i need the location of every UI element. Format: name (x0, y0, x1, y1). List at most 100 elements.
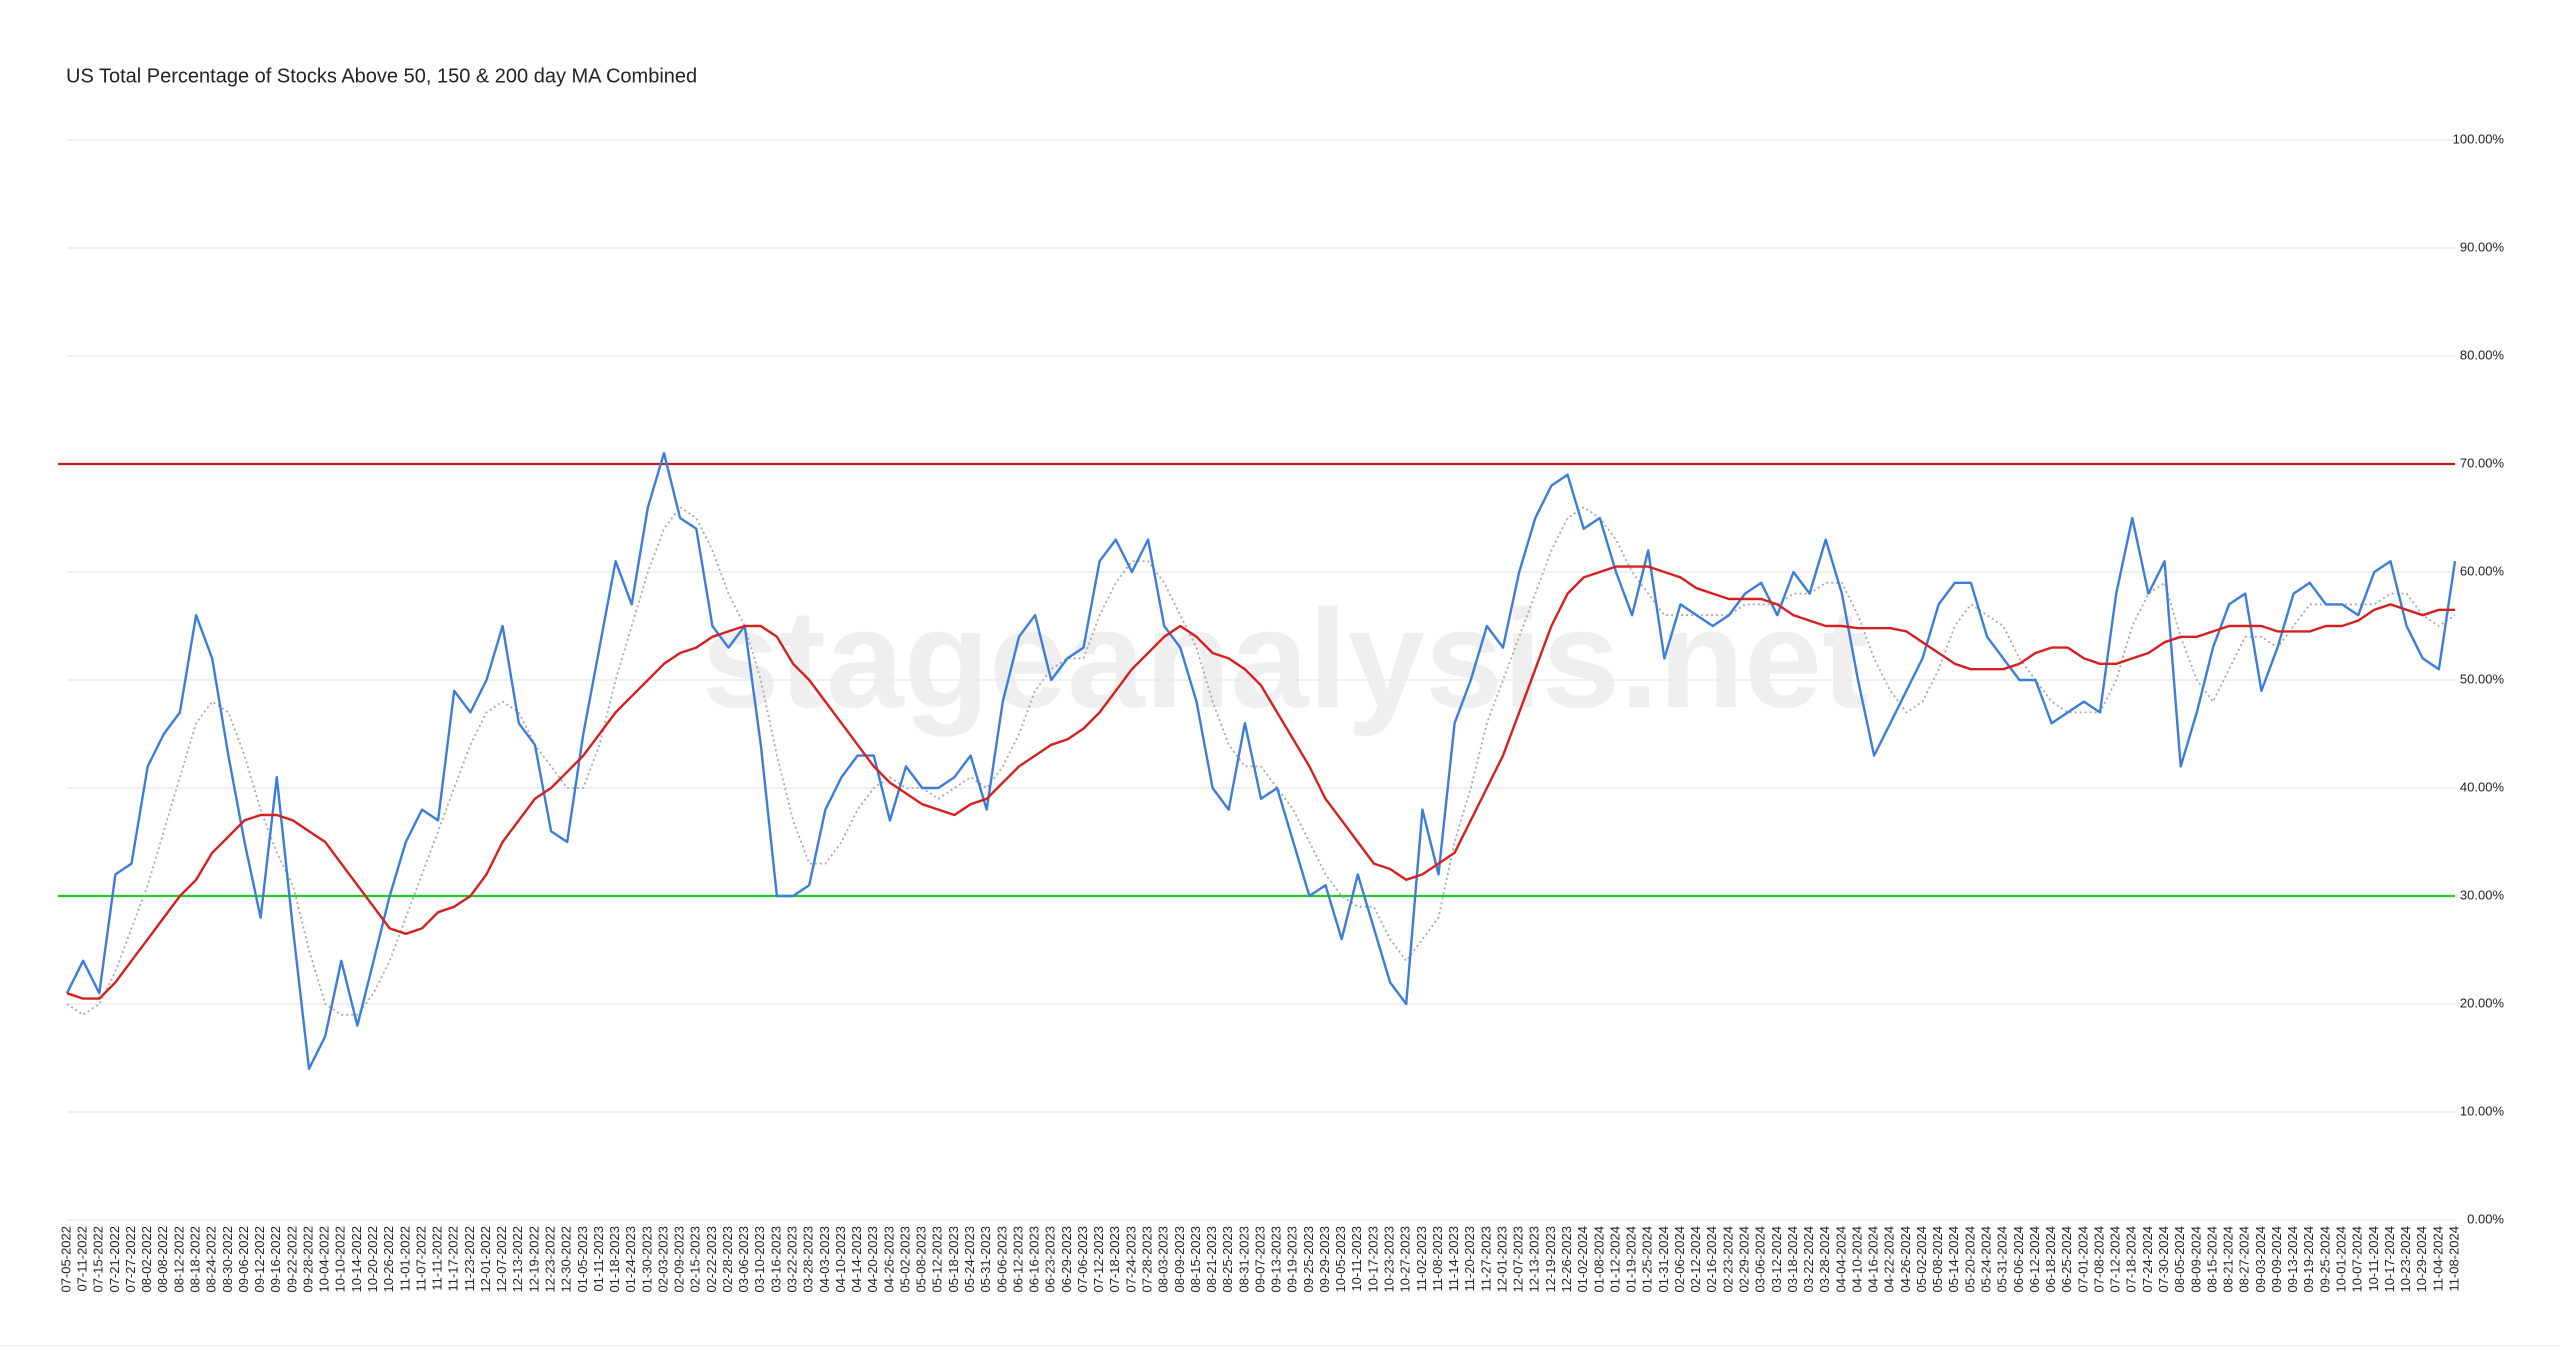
x-tick-label: 09-25-2024 (2317, 1226, 2332, 1293)
x-tick-label: 10-27-2023 (1398, 1226, 1413, 1293)
x-tick-label: 11-23-2022 (462, 1226, 477, 1292)
x-tick-label: 12-13-2022 (510, 1226, 525, 1293)
y-tick-label: 20.00% (2460, 995, 2505, 1010)
x-tick-label: 10-10-2022 (333, 1226, 348, 1293)
x-tick-label: 10-04-2022 (317, 1226, 332, 1293)
chart-title: US Total Percentage of Stocks Above 50, … (66, 65, 697, 87)
x-tick-label: 05-31-2024 (1995, 1226, 2010, 1293)
x-tick-label: 05-08-2024 (1930, 1226, 1945, 1293)
x-tick-label: 05-02-2024 (1914, 1226, 1929, 1293)
x-tick-label: 02-12-2024 (1688, 1226, 1703, 1293)
x-tick-label: 09-22-2022 (284, 1226, 299, 1293)
x-tick-label: 03-18-2024 (1785, 1226, 1800, 1293)
x-tick-label: 01-08-2024 (1591, 1226, 1606, 1293)
y-tick-label: 0.00% (2467, 1211, 2504, 1226)
x-tick-label: 01-25-2024 (1640, 1226, 1655, 1293)
x-tick-label: 07-24-2024 (2140, 1226, 2155, 1293)
y-tick-label: 40.00% (2460, 779, 2505, 794)
x-tick-label: 07-12-2024 (2108, 1226, 2123, 1293)
x-tick-label: 05-18-2023 (946, 1226, 961, 1293)
x-tick-label: 10-17-2024 (2382, 1226, 2397, 1293)
x-tick-label: 12-01-2023 (1494, 1226, 1509, 1293)
x-tick-label: 06-29-2023 (1059, 1226, 1074, 1293)
x-tick-label: 07-18-2023 (1107, 1226, 1122, 1293)
x-tick-label: 04-03-2023 (817, 1226, 832, 1293)
x-tick-label: 05-02-2023 (897, 1226, 912, 1293)
x-tick-label: 12-01-2022 (478, 1226, 493, 1293)
y-tick-label: 100.00% (2453, 131, 2505, 146)
x-tick-label: 09-25-2023 (1301, 1226, 1316, 1293)
x-tick-label: 07-27-2022 (123, 1226, 138, 1293)
x-tick-label: 03-22-2024 (1801, 1226, 1816, 1293)
x-tick-label: 11-08-2023 (1430, 1226, 1445, 1292)
x-tick-label: 12-13-2023 (1527, 1226, 1542, 1293)
x-tick-label: 05-12-2023 (930, 1226, 945, 1293)
x-tick-label: 08-09-2023 (1172, 1226, 1187, 1293)
x-tick-label: 08-27-2024 (2237, 1226, 2252, 1293)
x-tick-label: 08-30-2022 (220, 1226, 235, 1293)
x-tick-label: 07-30-2024 (2156, 1226, 2171, 1293)
x-tick-label: 02-28-2023 (720, 1226, 735, 1293)
x-tick-label: 05-31-2023 (978, 1226, 993, 1293)
y-tick-label: 50.00% (2460, 671, 2505, 686)
x-tick-label: 06-25-2024 (2059, 1226, 2074, 1293)
x-tick-label: 10-01-2024 (2333, 1226, 2348, 1293)
x-tick-label: 01-30-2023 (639, 1226, 654, 1293)
x-tick-label: 07-18-2024 (2124, 1226, 2139, 1293)
y-tick-label: 30.00% (2460, 887, 2505, 902)
x-tick-label: 11-04-2024 (2430, 1226, 2445, 1292)
x-tick-label: 11-17-2022 (446, 1226, 461, 1292)
x-tick-label: 08-02-2022 (139, 1226, 154, 1293)
x-tick-label: 03-28-2024 (1817, 1226, 1832, 1293)
series-line (66, 565, 2455, 1000)
x-tick-label: 08-12-2022 (171, 1226, 186, 1293)
x-tick-label: 08-24-2022 (204, 1226, 219, 1293)
x-tick-label: 05-24-2023 (962, 1226, 977, 1293)
x-tick-label: 03-06-2024 (1753, 1226, 1768, 1293)
x-tick-label: 02-06-2024 (1672, 1226, 1687, 1293)
x-tick-label: 03-10-2023 (752, 1226, 767, 1293)
x-tick-label: 10-14-2022 (349, 1226, 364, 1293)
x-tick-label: 08-18-2022 (188, 1226, 203, 1293)
x-tick-label: 01-24-2023 (623, 1226, 638, 1293)
x-tick-label: 11-02-2023 (1414, 1226, 1429, 1292)
x-tick-label: 08-05-2024 (2172, 1226, 2187, 1293)
x-tick-label: 03-28-2023 (801, 1226, 816, 1293)
x-tick-label: 09-09-2024 (2269, 1226, 2284, 1293)
x-tick-label: 10-23-2023 (1382, 1226, 1397, 1293)
x-tick-label: 09-13-2023 (1269, 1226, 1284, 1293)
x-tick-label: 07-05-2022 (58, 1226, 73, 1293)
x-tick-label: 06-06-2023 (994, 1226, 1009, 1293)
x-tick-label: 03-16-2023 (768, 1226, 783, 1293)
x-tick-label: 07-08-2024 (2091, 1226, 2106, 1293)
x-tick-label: 04-04-2024 (1833, 1226, 1848, 1293)
x-tick-label: 09-07-2023 (1252, 1226, 1267, 1293)
y-tick-label: 80.00% (2460, 347, 2505, 362)
x-tick-label: 12-07-2023 (1511, 1226, 1526, 1293)
x-tick-label: 04-14-2023 (849, 1226, 864, 1293)
x-tick-label: 08-31-2023 (1236, 1226, 1251, 1293)
x-tick-label: 05-24-2024 (1979, 1226, 1994, 1293)
x-tick-label: 07-21-2022 (107, 1226, 122, 1293)
x-tick-label: 02-29-2024 (1736, 1226, 1751, 1293)
x-tick-label: 04-26-2023 (881, 1226, 896, 1293)
x-tick-label: 03-22-2023 (785, 1226, 800, 1293)
x-tick-label: 05-14-2024 (1946, 1226, 1961, 1293)
y-tick-label: 60.00% (2460, 563, 2505, 578)
x-tick-label: 02-23-2024 (1720, 1226, 1735, 1293)
x-tick-label: 10-17-2023 (1365, 1226, 1380, 1293)
x-tick-label: 09-29-2023 (1317, 1226, 1332, 1293)
x-tick-label: 02-22-2023 (704, 1226, 719, 1293)
x-tick-label: 12-19-2022 (526, 1226, 541, 1293)
x-tick-label: 10-20-2022 (365, 1226, 380, 1293)
x-tick-label: 08-25-2023 (1220, 1226, 1235, 1293)
x-tick-label: 12-23-2022 (542, 1226, 557, 1293)
x-tick-label: 08-08-2022 (155, 1226, 170, 1293)
x-tick-label: 10-11-2023 (1349, 1226, 1364, 1292)
x-tick-label: 05-08-2023 (914, 1226, 929, 1293)
x-tick-label: 10-29-2024 (2414, 1226, 2429, 1293)
x-tick-label: 11-27-2023 (1478, 1226, 1493, 1292)
x-tick-label: 03-06-2023 (736, 1226, 751, 1293)
x-tick-label: 10-11-2024 (2366, 1226, 2381, 1292)
